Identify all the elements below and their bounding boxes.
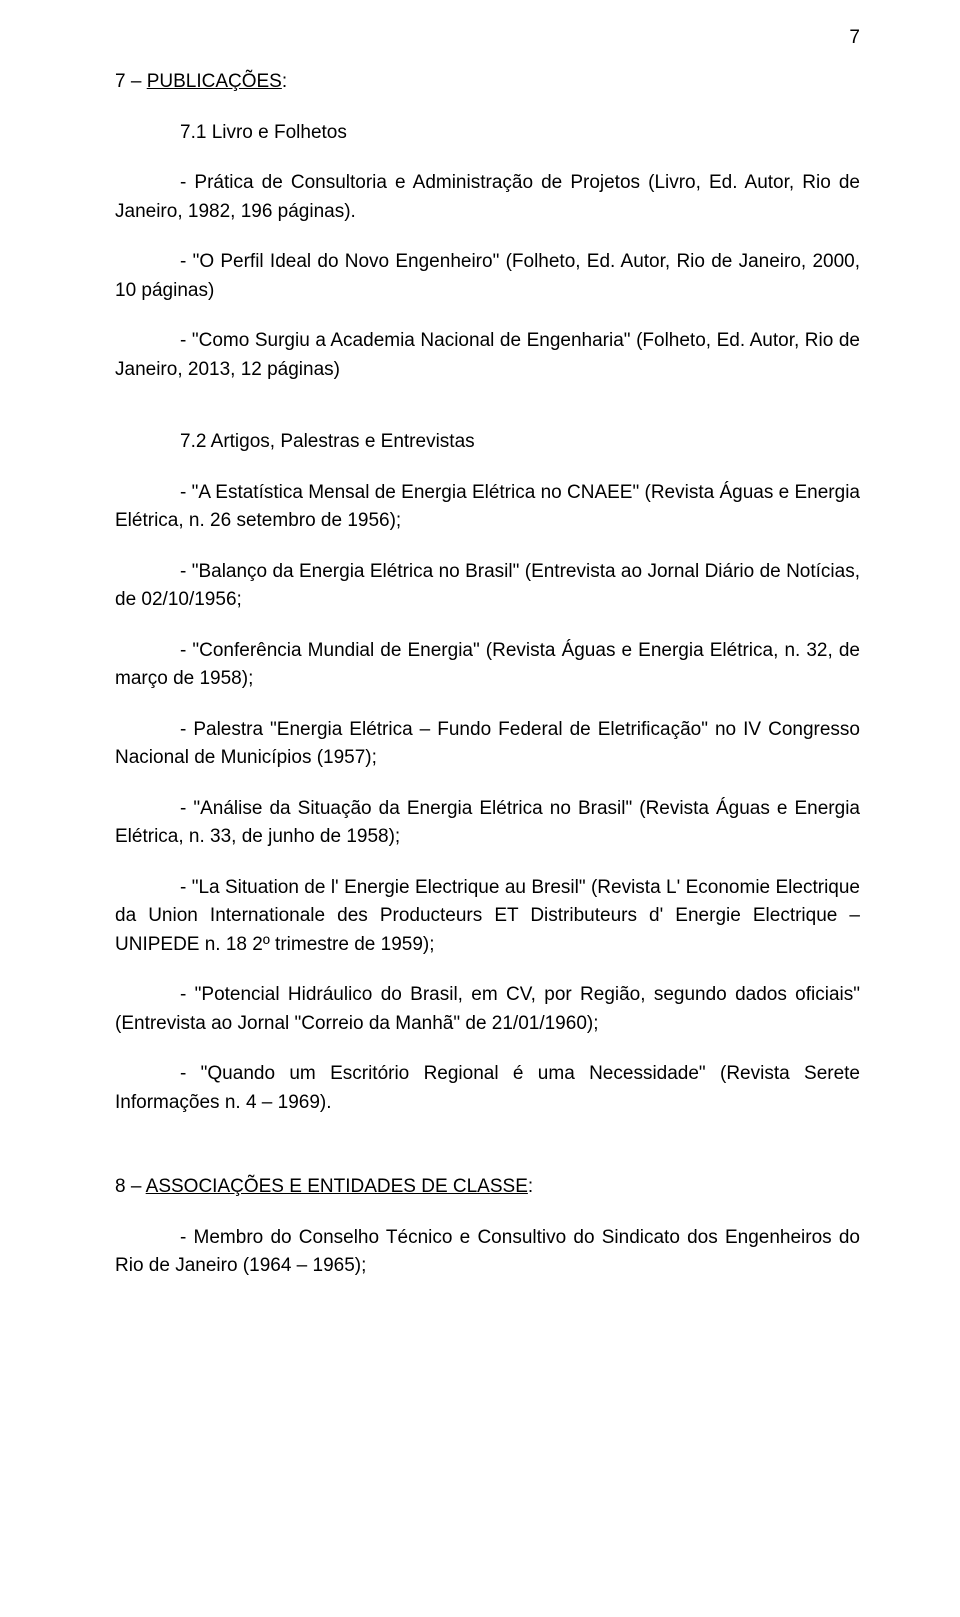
section-8-num: 8 – bbox=[115, 1176, 146, 1197]
section-7-title: PUBLICAÇÕES bbox=[147, 71, 282, 92]
paragraph-7-2-item-3: - "Conferência Mundial de Energia" (Revi… bbox=[115, 637, 860, 694]
paragraph-7-1-item-3: - "Como Surgiu a Academia Nacional de En… bbox=[115, 327, 860, 384]
paragraph-8-item-1: - Membro do Conselho Técnico e Consultiv… bbox=[115, 1224, 860, 1281]
section-7-heading: 7 – PUBLICAÇÕES: bbox=[115, 68, 860, 97]
paragraph-7-2-item-8: - "Quando um Escritório Regional é uma N… bbox=[115, 1060, 860, 1117]
document-page: 7 7 – PUBLICAÇÕES: 7.1 Livro e Folhetos … bbox=[0, 0, 960, 1617]
page-number: 7 bbox=[849, 24, 860, 53]
section-8-colon: : bbox=[528, 1176, 533, 1197]
paragraph-7-1-item-2: - "O Perfil Ideal do Novo Engenheiro" (F… bbox=[115, 248, 860, 305]
section-7-colon: : bbox=[282, 71, 287, 92]
paragraph-7-2-item-6: - "La Situation de l' Energie Electrique… bbox=[115, 874, 860, 960]
paragraph-7-2-item-1: - "A Estatística Mensal de Energia Elétr… bbox=[115, 479, 860, 536]
paragraph-7-1-item-1: - Prática de Consultoria e Administração… bbox=[115, 169, 860, 226]
paragraph-7-2-item-7: - "Potencial Hidráulico do Brasil, em CV… bbox=[115, 981, 860, 1038]
paragraph-7-2-item-4: - Palestra "Energia Elétrica – Fundo Fed… bbox=[115, 716, 860, 773]
paragraph-7-2-item-2: - "Balanço da Energia Elétrica no Brasil… bbox=[115, 558, 860, 615]
subsection-7-2-heading: 7.2 Artigos, Palestras e Entrevistas bbox=[180, 428, 860, 457]
subsection-7-1-heading: 7.1 Livro e Folhetos bbox=[180, 119, 860, 148]
section-8-title: ASSOCIAÇÕES E ENTIDADES DE CLASSE bbox=[146, 1176, 528, 1197]
section-7-num: 7 – bbox=[115, 71, 147, 92]
paragraph-7-2-item-5: - "Análise da Situação da Energia Elétri… bbox=[115, 795, 860, 852]
section-8-heading: 8 – ASSOCIAÇÕES E ENTIDADES DE CLASSE: bbox=[115, 1173, 860, 1202]
